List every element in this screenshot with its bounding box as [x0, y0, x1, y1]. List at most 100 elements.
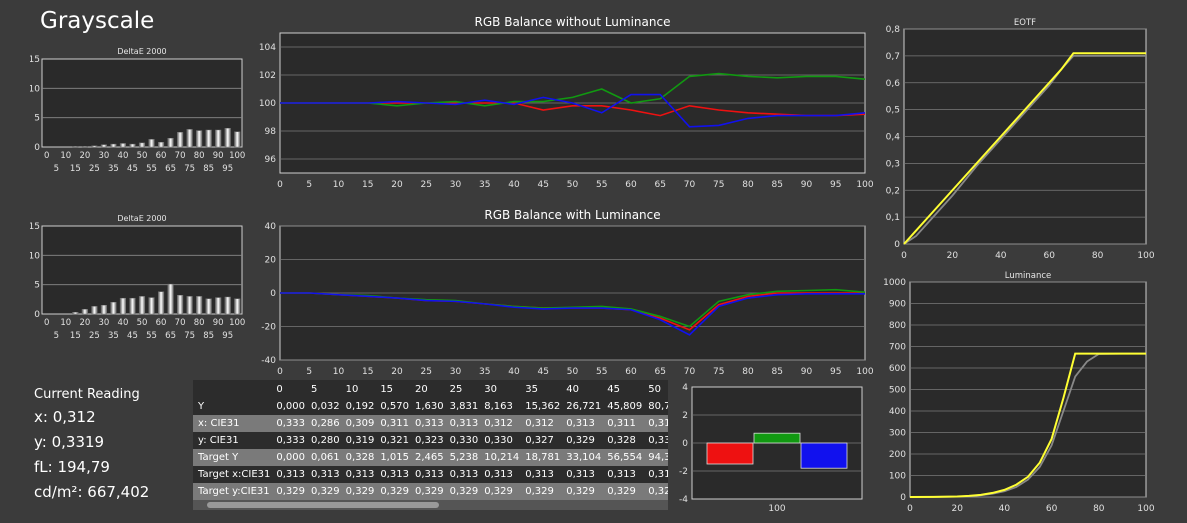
x-tick-label: 70	[684, 180, 696, 190]
table-cell: 0,000	[273, 449, 309, 466]
x-tick-label: 85	[772, 367, 783, 377]
x-tick-label: 10	[333, 367, 345, 377]
bar	[215, 129, 222, 148]
table-cell: 0,000	[276, 401, 306, 412]
table-cell: 0,313	[607, 469, 636, 480]
x-tick-label: 20	[947, 251, 959, 261]
x-tick-label: 5	[54, 331, 59, 341]
y-tick-label: 0,8	[886, 25, 901, 35]
plot-area	[41, 58, 243, 148]
x-tick-label: 0	[277, 180, 283, 190]
y-tick-label: 0,5	[886, 106, 900, 116]
table-column-header: 10	[345, 383, 359, 395]
bar	[148, 139, 155, 148]
x-tick-label: 15	[70, 164, 81, 174]
x-tick-label: 85	[203, 331, 214, 341]
x-tick-label: 30	[450, 180, 462, 190]
bar	[91, 306, 98, 315]
bar-blue	[800, 442, 848, 469]
bar	[186, 129, 193, 148]
table-row-label: Target y:CIE31	[193, 483, 274, 500]
x-tick-label: 65	[655, 180, 666, 190]
rgb-balance-with-luminance-chart: RGB Balance with Luminance -40 -20 0 20 40 0 5 1…	[261, 208, 874, 377]
table-row: Y 0,000 0,032 0,192 0,570 1,630 3,831 8,163 15,3…	[193, 398, 668, 415]
table-column-header: 15	[380, 383, 394, 395]
table-cell: 3,831	[449, 401, 479, 412]
x-tick-label: 5	[306, 367, 312, 377]
y-tick-label: 98	[265, 127, 277, 137]
chart-title: DeltaE 2000	[117, 47, 166, 56]
x-tick-label: 75	[184, 164, 195, 174]
table-cell: 0,330	[484, 435, 513, 446]
x-tick-label: 90	[801, 180, 813, 190]
x-tick-label: 55	[596, 180, 607, 190]
table-cell: 18,781	[522, 449, 564, 466]
x-tick-label: 0	[44, 318, 49, 328]
table-cell: 0,321	[380, 435, 409, 446]
x-tick-label: 0	[901, 251, 907, 261]
x-tick-label: 40	[118, 318, 129, 328]
series-line-yellow	[909, 352, 1146, 498]
y-tick-label: 0,3	[886, 159, 900, 169]
y-tick-label: 0	[34, 143, 40, 153]
y-tick-label: 200	[889, 450, 906, 460]
x-tick-label: 20	[79, 151, 90, 161]
x-tick-label: 65	[165, 164, 176, 174]
x-tick-label: 40	[508, 180, 520, 190]
y-tick-label: 5	[34, 281, 40, 291]
scrollbar-thumb[interactable]	[207, 502, 439, 508]
x-tick-label: 10	[333, 180, 345, 190]
y-tick-label: 100	[259, 99, 276, 109]
chart-title: Luminance	[1005, 271, 1052, 281]
table-cell: 0,311	[604, 415, 646, 432]
table-cell: 15,362	[525, 401, 561, 412]
y-tick-label: 1000	[883, 278, 906, 288]
table-cell: 10,214	[481, 449, 523, 466]
x-tick-label: 20	[391, 180, 403, 190]
table-header-blank	[193, 380, 273, 398]
table-cell: 0,313	[414, 469, 444, 480]
x-tick-label: 15	[70, 331, 81, 341]
series-line-blue	[280, 292, 865, 336]
y-tick-label: -2	[679, 467, 688, 477]
page-title: Grayscale	[40, 8, 155, 34]
bar	[234, 298, 241, 315]
bar-green	[753, 432, 801, 444]
bar	[157, 291, 165, 315]
x-tick-label: 40	[999, 504, 1011, 514]
table-row: Target Y 0,000 0,061 0,328 1,015 2,465 5,238 10…	[193, 449, 668, 466]
table-cell: 2,465	[411, 449, 447, 466]
x-tick-label: 45	[538, 367, 549, 377]
table-cell: 0,329	[308, 483, 343, 500]
x-tick-label: 60	[625, 367, 637, 377]
table-cell: 0,313	[345, 469, 375, 480]
table-row: y: CIE31 0,333 0,280 0,319 0,321 0,323 0,330 0,…	[193, 432, 668, 449]
x-tick-label: 45	[538, 180, 549, 190]
y-tick-label: 0	[270, 289, 276, 299]
current-reading-panel: Current Reading x: 0,312 y: 0,3319 fL: 1…	[34, 387, 149, 508]
bar	[224, 296, 231, 315]
x-tick-label: 60	[156, 318, 167, 328]
table-cell: 0,570	[380, 401, 409, 412]
x-tick-label: 80	[742, 180, 754, 190]
x-tick-label: 55	[146, 164, 157, 174]
x-tick-label: 25	[421, 180, 432, 190]
table-cell: 0,313	[566, 469, 595, 480]
bar	[148, 297, 155, 315]
x-tick-label: 100	[229, 318, 245, 328]
y-tick-label: 0,2	[886, 186, 900, 196]
table-cell: 0,329	[645, 483, 668, 500]
bar	[196, 296, 203, 315]
x-tick-label: 40	[995, 251, 1007, 261]
y-tick-label: 0	[900, 493, 906, 503]
table-horizontal-scrollbar[interactable]	[193, 500, 668, 510]
table-cell: 0,327	[525, 435, 554, 446]
y-tick-label: 0	[682, 439, 688, 449]
table-cell: 94,378	[645, 449, 668, 466]
y-tick-label: 20	[265, 256, 277, 266]
table-cell: 0,280	[311, 435, 340, 446]
x-tick-label: 90	[213, 318, 224, 328]
measurement-table[interactable]: 0 5 10 15 20 25 30 35 40 45 50 Y 0,000 0,032 0,192 0,57…	[193, 380, 668, 510]
bar	[110, 143, 117, 148]
